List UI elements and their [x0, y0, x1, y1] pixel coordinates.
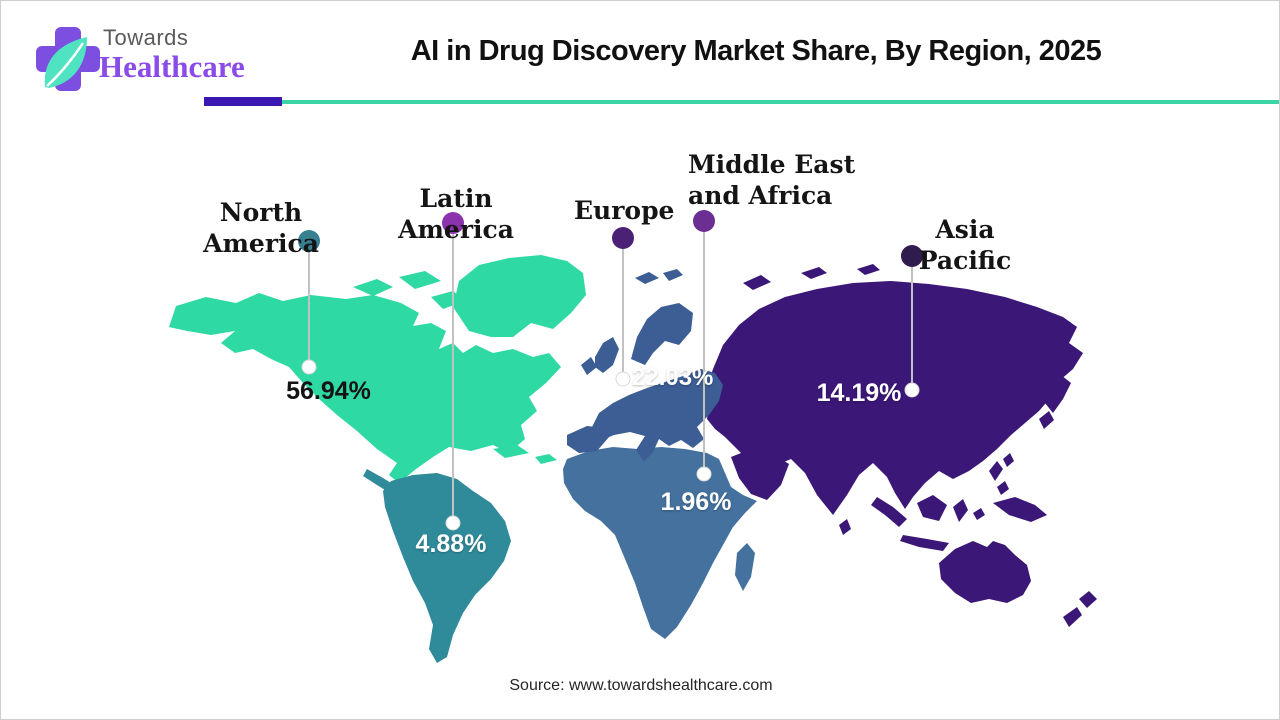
map-shape-britain-ireland: [581, 337, 619, 375]
map-shape-north-america-mainland: [169, 293, 561, 483]
map-shape-arctic-islands-asia: [743, 264, 880, 290]
map-shape-iberia: [567, 426, 609, 453]
map-region-asia-pacific: [707, 264, 1097, 627]
divider-accent-bar: [204, 97, 282, 106]
region-label-middle-east-africa-line2: and Africa: [688, 181, 833, 210]
leaf-vein: [46, 42, 85, 87]
region-label-asia-pacific: Asia Pacific: [918, 215, 1012, 275]
map-shape-asia-mainland: [707, 281, 1083, 515]
map-region-europe: [567, 269, 723, 462]
map-shape-japan: [1039, 375, 1071, 429]
region-label-latin-america: Latin America: [398, 184, 514, 244]
value-label-latin-america: 4.88%: [415, 530, 487, 558]
value-label-asia-pacific: 14.19%: [816, 379, 902, 407]
map-shape-greenland: [453, 255, 586, 337]
map-region-middle-east-africa: [563, 447, 757, 639]
marker-dot-middle-east-africa: [693, 210, 715, 232]
marker-dot-north-america: [298, 230, 320, 252]
region-marker-dots: [298, 210, 923, 267]
region-label-north-america: North America: [203, 198, 319, 258]
map-shape-arabian-peninsula: [731, 449, 789, 500]
marker-dot-europe: [612, 227, 634, 249]
map-region-north-america: [169, 255, 586, 483]
page-title: AI in Drug Discovery Market Share, By Re…: [410, 35, 1102, 67]
brand-name-bottom: Healthcare: [99, 49, 245, 84]
region-label-europe: Europe: [574, 196, 675, 225]
endpoint-dot-europe: [615, 371, 631, 387]
map-shape-new-guinea: [993, 497, 1047, 522]
region-label-middle-east-africa: Middle East and Africa: [688, 149, 858, 211]
map-shape-south-america: [383, 473, 511, 663]
source-attribution: Source: www.towardshealthcare.com: [509, 677, 773, 694]
map-shape-sri-lanka: [839, 519, 851, 535]
map-shape-europe-mainland: [591, 369, 723, 462]
map-endpoint-dots: [301, 359, 920, 531]
divider-line: [282, 100, 1279, 104]
map-shape-new-zealand: [1063, 591, 1097, 627]
map-shape-caribbean: [493, 445, 557, 464]
value-label-europe: 22.03%: [632, 364, 714, 391]
map-shape-africa: [563, 447, 757, 639]
value-label-middle-east-africa: 1.96%: [660, 488, 732, 516]
brand-logo: Towards Healthcare: [15, 15, 245, 95]
map-shape-madagascar: [735, 543, 755, 591]
map-shape-svalbard: [635, 269, 683, 284]
map-shape-australia: [939, 541, 1031, 603]
map-shape-canadian-arctic-islands: [353, 271, 487, 321]
marker-dot-asia-pacific: [901, 245, 923, 267]
connector-lines: [308, 221, 913, 523]
map-shape-indonesia: [871, 495, 985, 551]
endpoint-dot-latin-america: [445, 515, 461, 531]
map-region-latin-america: [363, 469, 511, 663]
endpoint-dot-north-america: [301, 359, 317, 375]
region-label-middle-east-africa-line1: Middle East: [688, 150, 856, 179]
map-shape-scandinavia: [631, 303, 693, 365]
marker-dot-latin-america: [442, 212, 464, 234]
map-shape-taiwan-philippines: [989, 453, 1014, 495]
endpoint-dot-middle-east-africa: [696, 466, 712, 482]
value-label-north-america: 56.94%: [286, 377, 371, 405]
brand-name-top: Towards: [103, 25, 189, 50]
logo-leaf-icon: [44, 37, 87, 88]
endpoint-dot-asia-pacific: [904, 382, 920, 398]
